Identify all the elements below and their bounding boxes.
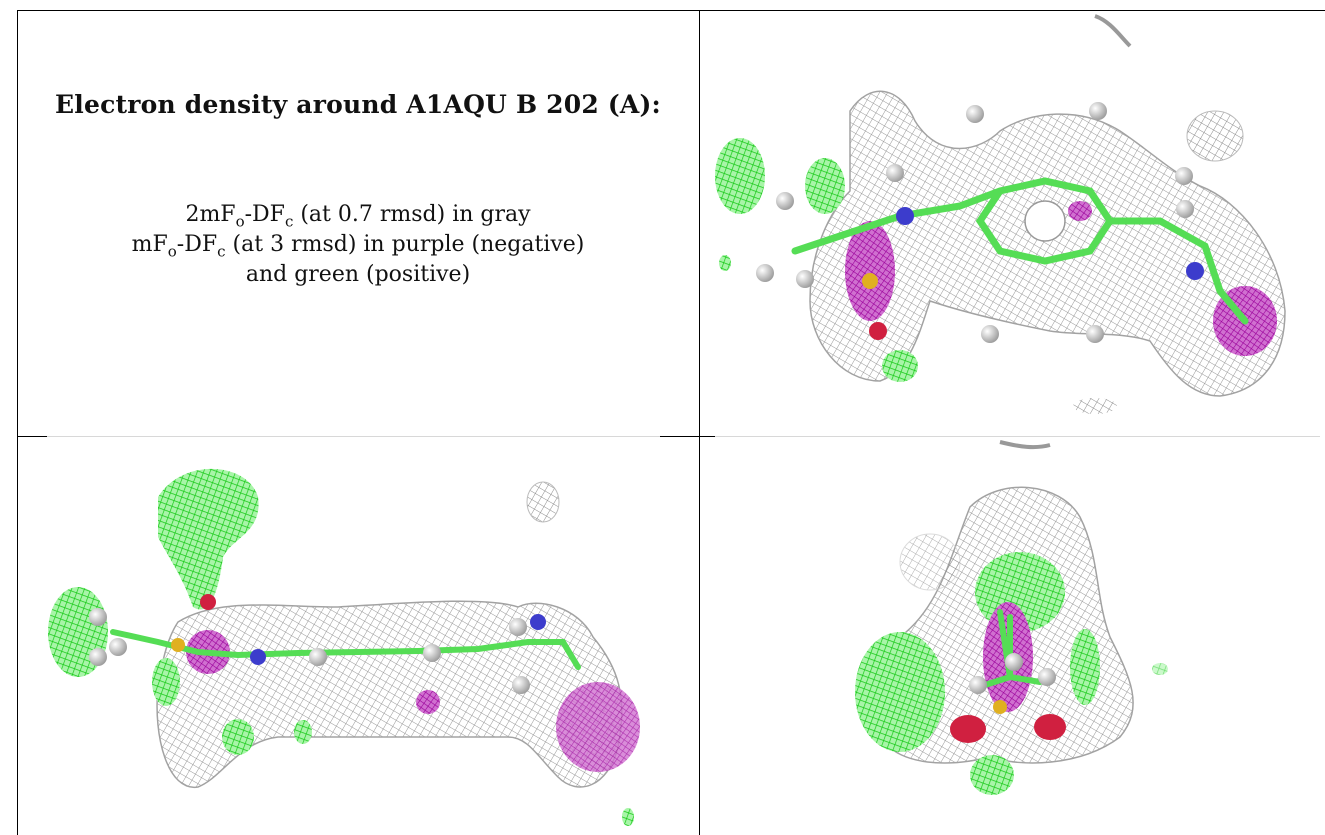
positive-density-blob <box>1070 629 1100 705</box>
density-view-bottom-left <box>18 437 699 835</box>
negative-density-blob <box>845 221 895 321</box>
sulfur-atom <box>862 273 878 289</box>
positive-density-blob <box>805 158 845 214</box>
grid-middle-divider-faint <box>47 436 660 437</box>
mesh-gray-envelope <box>809 90 1286 397</box>
legend-line-fo-fc: mFo-DFc (at 3 rmsd) in purple (negative) <box>18 230 698 260</box>
molecule-render-front <box>715 14 1286 414</box>
sulfur-atom <box>171 638 185 652</box>
legend-text: 2mF <box>185 202 236 227</box>
negative-density-blob <box>1068 201 1092 221</box>
legend-text: mF <box>131 232 168 257</box>
hydrogen-atoms <box>89 608 530 694</box>
grid-middle-divider-left <box>17 436 47 437</box>
sulfur-atom <box>993 700 1007 714</box>
legend-text: -DF <box>176 232 218 257</box>
legend-text: (at 0.7 rmsd) in gray <box>293 202 531 227</box>
page-title: Electron density around A1AQU B 202 (A): <box>55 90 661 119</box>
mesh-fragment <box>1073 398 1117 414</box>
density-view-top-right <box>700 11 1325 436</box>
mesh-gray-envelope <box>156 600 623 788</box>
grid-center-divider <box>699 10 700 835</box>
mesh-fragment <box>526 481 560 523</box>
oxygen-atom <box>200 594 216 610</box>
oxygen-atom <box>869 322 887 340</box>
positive-density-blob <box>855 632 945 752</box>
legend-line-colors: and green (positive) <box>245 262 471 287</box>
mesh-fragment <box>622 808 634 826</box>
ring-hole <box>1024 200 1066 242</box>
grid-left-border <box>17 10 18 835</box>
positive-density-blob <box>970 755 1014 795</box>
negative-density-blob <box>556 682 640 772</box>
mesh-fragment <box>999 440 1051 450</box>
hydrogen-atoms <box>756 102 1194 343</box>
oxygen-atom <box>950 715 986 743</box>
mesh-fragment <box>1152 663 1168 675</box>
grid-top-border <box>17 10 1325 11</box>
nitrogen-atom <box>1186 262 1204 280</box>
mesh-fragment <box>899 533 961 591</box>
negative-density-blob <box>416 690 440 714</box>
mesh-fragment <box>1094 14 1132 48</box>
legend-line-2fo-fc: 2mFo-DFc (at 0.7 rmsd) in gray <box>18 200 698 230</box>
molecule-render-side <box>48 468 640 826</box>
nitrogen-atom <box>250 649 266 665</box>
mesh-fragment <box>1186 110 1244 162</box>
caption-cell: Electron density around A1AQU B 202 (A):… <box>18 0 698 436</box>
legend-text: (at 3 rmsd) in purple (negative) <box>225 232 585 257</box>
positive-density-blob <box>715 138 765 214</box>
legend-subscript: o <box>235 212 245 231</box>
positive-density-blob <box>158 468 259 610</box>
positive-density-blob <box>152 658 180 706</box>
hydrogen-atoms <box>969 653 1056 694</box>
oxygen-atom <box>1034 714 1066 740</box>
molecule-render-end-on <box>855 440 1168 795</box>
density-view-bottom-right <box>700 437 1325 835</box>
positive-density-blob <box>294 720 312 744</box>
grid-middle-divider-center <box>660 436 715 437</box>
map-legend: 2mFo-DFc (at 0.7 rmsd) in gray mFo-DFc (… <box>18 200 698 290</box>
grid-middle-divider-faint-right <box>715 436 1320 437</box>
legend-subscript: o <box>167 242 177 261</box>
legend-subscript: c <box>284 212 294 231</box>
nitrogen-atom <box>530 614 546 630</box>
positive-density-blob <box>222 719 254 755</box>
legend-text: -DF <box>244 202 285 227</box>
positive-density-blob <box>882 350 918 382</box>
positive-density-blob <box>719 255 731 271</box>
ligand-bonds <box>110 629 581 670</box>
nitrogen-atom <box>896 207 914 225</box>
legend-subscript: c <box>217 242 226 261</box>
